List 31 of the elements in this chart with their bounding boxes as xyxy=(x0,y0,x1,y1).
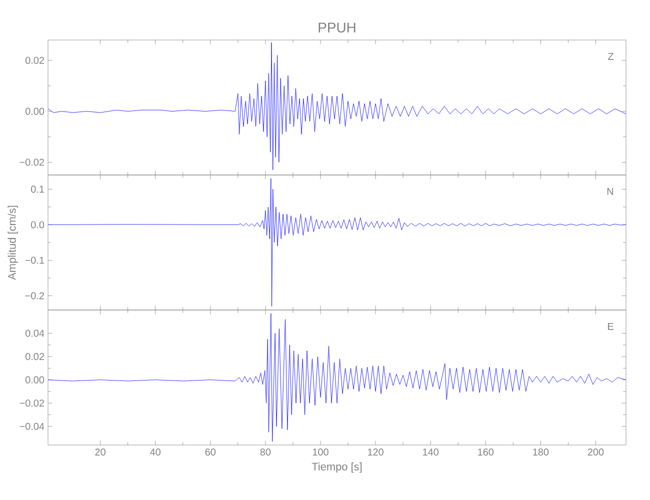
y-tick-label: 0.02 xyxy=(25,353,44,360)
y-tick-label: 0.02 xyxy=(25,56,44,64)
y-tick-label: −0.2 xyxy=(25,292,44,300)
annotation: Z xyxy=(608,52,614,60)
annotation: N xyxy=(607,188,614,195)
x-tick-label: 120 xyxy=(368,448,384,456)
x-tick-label: 180 xyxy=(533,448,549,456)
y-tick-label: 0.00 xyxy=(25,108,44,115)
y-tick-label: −0.04 xyxy=(20,422,44,430)
x-tick-label: 60 xyxy=(205,448,216,456)
y-tick-label: 0.00 xyxy=(25,376,44,384)
chart-title: PPUH xyxy=(318,22,356,32)
y-tick-label: 0.04 xyxy=(25,330,44,337)
x-tick-label: 100 xyxy=(312,448,328,456)
line-series xyxy=(48,178,626,307)
x-tick-label: 140 xyxy=(423,448,439,456)
y-tick-label: 0.1 xyxy=(31,186,44,193)
x-axis-title: Tiempo [s] xyxy=(312,462,362,473)
x-tick-label: 160 xyxy=(478,448,494,456)
x-tick-label: 200 xyxy=(588,448,604,456)
y-tick-label: −0.1 xyxy=(25,256,44,264)
x-tick-label: 80 xyxy=(260,448,271,456)
line-series xyxy=(48,42,626,170)
y-tick-label: −0.02 xyxy=(20,400,44,407)
annotation: E xyxy=(608,322,614,330)
line-series xyxy=(48,313,626,442)
y-tick-label: −0.02 xyxy=(20,158,44,166)
x-tick-label: 40 xyxy=(150,448,160,456)
y-axis-title: Amplitud [cm/s] xyxy=(8,206,18,280)
x-tick-label: 20 xyxy=(95,448,106,456)
y-tick-label: 0.0 xyxy=(31,221,44,228)
